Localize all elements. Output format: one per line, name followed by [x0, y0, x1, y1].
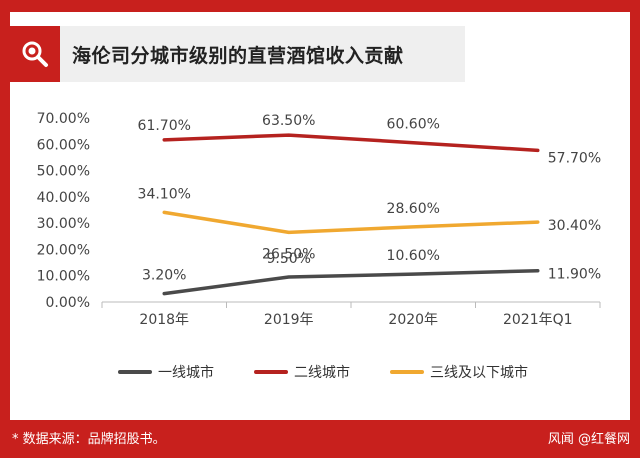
data-label: 28.60% — [387, 201, 440, 217]
x-tick-label: 2019年 — [264, 312, 314, 328]
series-line — [162, 133, 540, 153]
search-icon — [10, 26, 60, 82]
legend-item-tier1: 一线城市 — [118, 362, 214, 382]
data-label: 10.60% — [387, 248, 440, 264]
legend-swatch-tier3 — [390, 370, 424, 374]
data-label: 11.90% — [548, 267, 601, 283]
legend-label-tier2: 二线城市 — [294, 365, 350, 381]
legend-label-tier3: 三线及以下城市 — [430, 365, 528, 381]
chart-card: 海伦司分城市级别的直营酒馆收入贡献 0.00% 10.00% 20.00% 30.00… — [10, 12, 630, 420]
data-label: 30.40% — [548, 218, 601, 234]
series-line — [162, 210, 540, 235]
line-chart: 0.00% 10.00% 20.00% 30.00% 40.00% 50.00% 60.00… — [37, 111, 602, 328]
series-line — [162, 268, 540, 296]
y-tick-label: 70.00% — [37, 111, 90, 127]
data-label: 57.70% — [548, 150, 601, 166]
data-label: 3.20% — [142, 268, 186, 284]
x-tick-label: 2020年 — [388, 312, 438, 328]
legend-item-tier2: 二线城市 — [254, 362, 350, 382]
y-tick-label: 50.00% — [37, 164, 90, 180]
data-label: 63.50% — [262, 113, 315, 129]
legend-swatch-tier2 — [254, 370, 288, 374]
y-tick-label: 20.00% — [37, 242, 90, 258]
x-tick-label: 2021年Q1 — [503, 312, 573, 328]
data-label: 9.50% — [267, 251, 311, 267]
data-label: 34.10% — [138, 186, 191, 202]
page-title: 海伦司分城市级别的直营酒馆收入贡献 — [72, 44, 404, 67]
y-tick-label: 10.00% — [37, 269, 90, 285]
x-tick-label: 2018年 — [139, 312, 189, 328]
y-tick-label: 30.00% — [37, 216, 90, 232]
credit-watermark: 风闻 @红餐网 — [547, 432, 630, 447]
legend-item-tier3: 三线及以下城市 — [390, 362, 528, 382]
chart-legend: 一线城市 二线城市 三线及以下城市 — [118, 362, 528, 382]
y-tick-label: 60.00% — [37, 137, 90, 153]
y-tick-label: 40.00% — [37, 190, 90, 206]
y-tick-label: 0.00% — [46, 295, 90, 311]
legend-label-tier1: 一线城市 — [158, 365, 214, 381]
data-label: 26.50% — [262, 246, 315, 262]
source-note: * 数据来源：品牌招股书。 — [12, 432, 166, 447]
data-label: 61.70% — [138, 118, 191, 134]
data-label: 60.60% — [387, 117, 440, 133]
title-bar: 海伦司分城市级别的直营酒馆收入贡献 — [10, 26, 465, 82]
legend-swatch-tier1 — [118, 370, 152, 374]
